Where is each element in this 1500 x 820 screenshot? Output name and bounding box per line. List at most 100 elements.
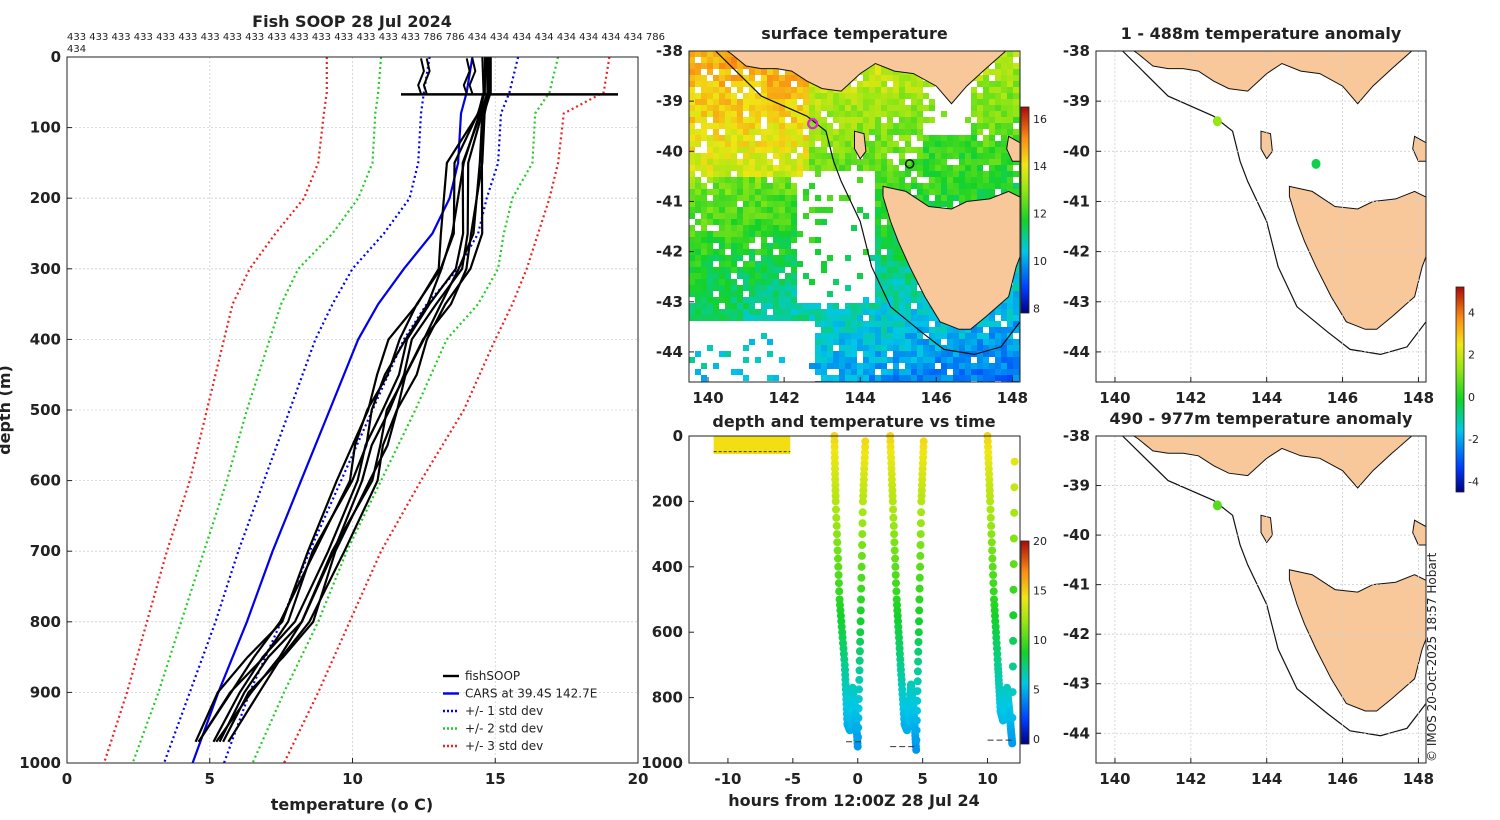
anomaly-colorbar-tick-label-1: -2 — [1468, 433, 1479, 446]
sst-pixel — [869, 315, 875, 321]
sst-pixel — [935, 333, 941, 339]
sst-pixel — [1013, 159, 1019, 165]
time-colorbar-tick-label-3: 15 — [1033, 585, 1047, 598]
sst-pixel — [791, 105, 797, 111]
sst-pixel — [725, 153, 731, 159]
sst-pixel — [767, 225, 773, 231]
sst-pixel — [1007, 129, 1013, 135]
sst-pixel — [1013, 285, 1019, 291]
sst-pixel — [1007, 159, 1013, 165]
sst-pixel — [929, 99, 935, 105]
sst-pixel — [785, 135, 791, 141]
sst-pixel — [773, 147, 779, 153]
sst-pixel — [827, 255, 833, 261]
sst-pixel — [971, 129, 977, 135]
sst-pixel — [875, 135, 881, 141]
sst-pixel — [731, 207, 737, 213]
sst-pixel — [791, 225, 797, 231]
sst-pixel — [731, 105, 737, 111]
sst-pixel — [701, 375, 707, 381]
dive-3-point — [986, 513, 995, 522]
sst-pixel — [839, 327, 845, 333]
sst-pixel — [761, 207, 767, 213]
dive-2-point — [892, 587, 901, 596]
sst-pixel — [725, 177, 731, 183]
sst-pixel — [893, 165, 899, 171]
sst-pixel — [977, 183, 983, 189]
sst-pixel — [941, 165, 947, 171]
sst-pixel — [869, 81, 875, 87]
sst-pixel — [725, 171, 731, 177]
sst-pixel — [791, 99, 797, 105]
sst-pixel — [785, 207, 791, 213]
sst-pixel — [695, 303, 701, 309]
sst-pixel — [773, 171, 779, 177]
sst-pixel — [821, 93, 827, 99]
anomaly-deep-axes-xtick-label-1: 142 — [1175, 770, 1206, 788]
sst-pixel — [707, 219, 713, 225]
sst-pixel — [899, 177, 905, 183]
sst-pixel — [773, 207, 779, 213]
sst-pixel — [737, 129, 743, 135]
sst-pixel — [839, 165, 845, 171]
sst-pixel — [791, 123, 797, 129]
sst-pixel — [845, 333, 851, 339]
sst-pixel — [767, 87, 773, 93]
sst-pixel — [875, 105, 881, 111]
sst-pixel — [1013, 93, 1019, 99]
sst-axes-xtick-label-4: 148 — [997, 389, 1028, 407]
sst-pixel — [941, 363, 947, 369]
sst-pixel — [887, 123, 893, 129]
sst-pixel — [1007, 369, 1013, 375]
sst-pixel — [947, 333, 953, 339]
sst-pixel — [977, 111, 983, 117]
sst-pixel — [917, 375, 923, 381]
sst-pixel — [869, 111, 875, 117]
sst-pixel — [815, 339, 821, 345]
sst-pixel — [779, 231, 785, 237]
sst-pixel — [767, 159, 773, 165]
dive-1-point — [832, 505, 840, 514]
sst-pixel — [881, 255, 887, 261]
sst-pixel — [701, 219, 707, 225]
sst-pixel — [989, 171, 995, 177]
sst-pixel — [881, 237, 887, 243]
sst-pixel — [695, 195, 701, 201]
sst-pixel — [719, 189, 725, 195]
sst-pixel — [701, 237, 707, 243]
sst-pixel — [845, 105, 851, 111]
sst-pixel — [929, 165, 935, 171]
sst-pixel — [977, 171, 983, 177]
sst-pixel — [785, 165, 791, 171]
sst-pixel — [905, 141, 911, 147]
sst-pixel — [893, 69, 899, 75]
sst-pixel — [905, 315, 911, 321]
sst-pixel — [743, 285, 749, 291]
sst-pixel — [1013, 105, 1019, 111]
sst-pixel — [689, 81, 695, 87]
sst-pixel — [695, 129, 701, 135]
sst-pixel — [869, 339, 875, 345]
sst-pixel — [983, 117, 989, 123]
sst-pixel — [875, 261, 881, 267]
sst-pixel — [1013, 129, 1019, 135]
sst-pixel — [887, 321, 893, 327]
sst-pixel — [791, 159, 797, 165]
sst-pixel — [821, 129, 827, 135]
sst-pixel — [791, 147, 797, 153]
sst-pixel — [929, 327, 935, 333]
sst-pixel — [815, 333, 821, 339]
sst-pixel — [899, 273, 905, 279]
sst-pixel — [965, 159, 971, 165]
anomaly-deep-axes: 140 142 144 146 148-38-39-40-41-42-43-44 — [1063, 427, 1434, 788]
sst-pixel — [965, 345, 971, 351]
sst-pixel — [749, 177, 755, 183]
sst-pixel — [731, 129, 737, 135]
sst-pixel — [695, 177, 701, 183]
sst-pixel — [917, 93, 923, 99]
sst-pixel — [791, 201, 797, 207]
sst-pixel — [899, 129, 905, 135]
sst-pixel — [755, 159, 761, 165]
sst-pixel — [821, 165, 827, 171]
sst-pixel — [791, 285, 797, 291]
